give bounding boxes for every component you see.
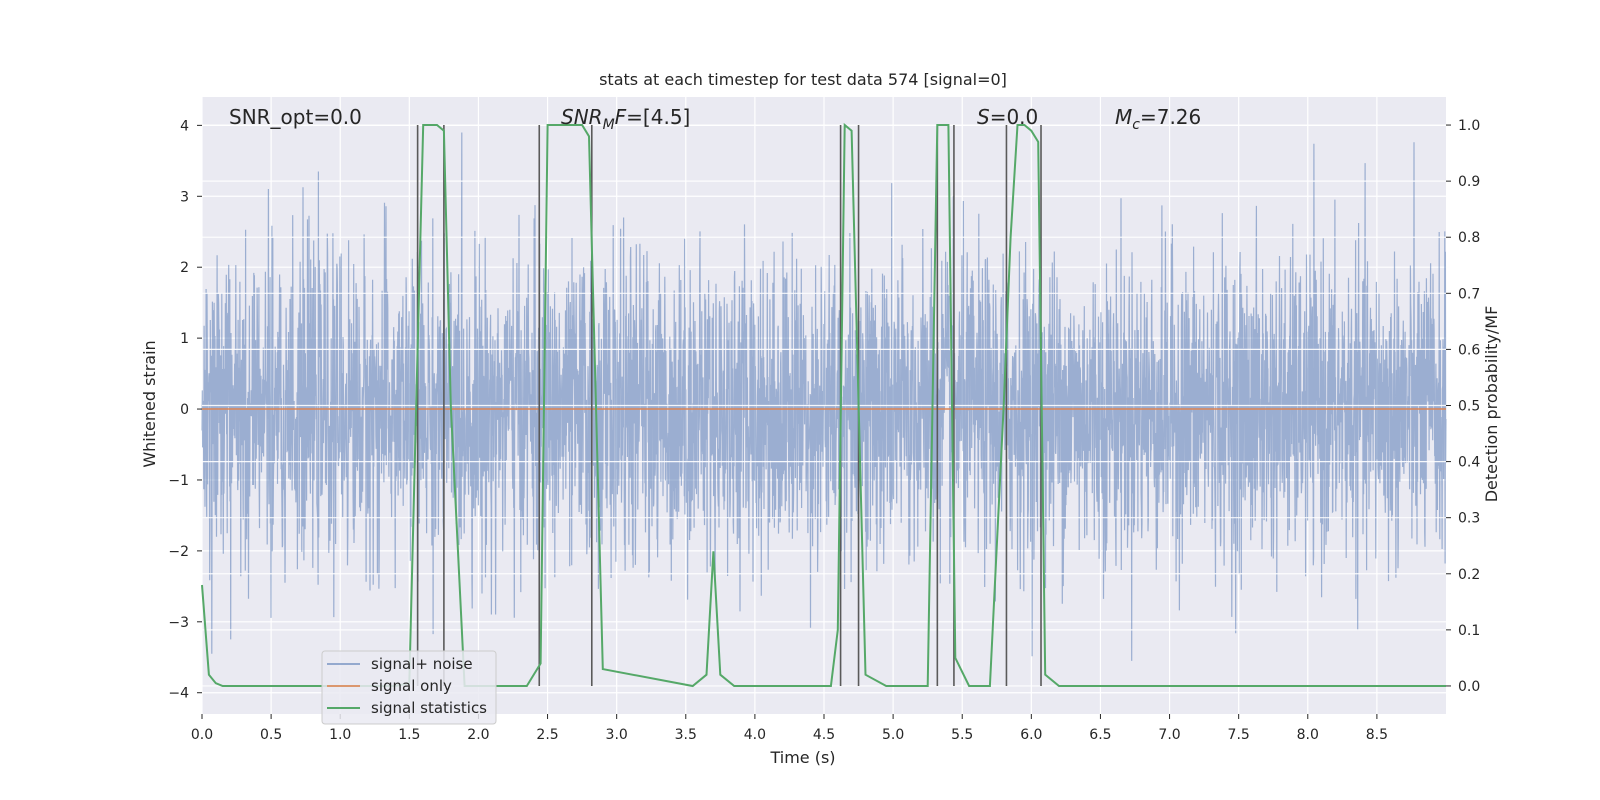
x-tick-label: 7.5 [1228,727,1250,743]
annotation-mc-italic: M [1115,105,1132,129]
y-right-tick-label: 0.6 [1458,342,1480,358]
x-tick-label: 5.5 [951,727,973,743]
y-left-tick-label: −1 [168,473,189,489]
x-tick-label: 4.5 [813,727,835,743]
x-tick-label: 5.0 [882,727,904,743]
plot-area: 0.0 0.5 1.0 1.5 2.0 2.5 3.0 3.5 4.0 4.5 5.0 5.5 6.0 6… [168,97,1480,743]
y-right-tick-label: 0.2 [1458,567,1480,583]
x-tick-label: 4.0 [744,727,766,743]
y-left-tick-label: 2 [180,260,189,276]
annotation-snr-opt: SNR_opt=0.0 [229,105,362,129]
signal-noise-series [201,132,1447,661]
legend-box [321,650,497,725]
annotation-s-value: =0.0 [990,105,1039,129]
annotation-snr-mf-value: =[4.5] [626,105,690,129]
y-right-tick-label: 0.3 [1458,511,1480,527]
y-right-tick-label: 0.4 [1458,455,1480,471]
x-tick-label: 3.5 [675,727,697,743]
annotation-snr-mf: SNRMF=[4.5] [561,105,690,133]
legend-label-noise: signal+ noise [371,655,473,673]
signal-statistics-series [201,122,1446,688]
x-tick-label: 0.0 [191,727,213,743]
y-right-tick-label: 0.5 [1458,399,1480,415]
y-axis-label-left: Whitened strain [140,340,159,467]
y-right-tick-label: 0.0 [1458,679,1480,695]
annotation-s: S=0.0 [977,105,1038,129]
legend: signal+ noise signal only signal statist… [321,650,497,725]
x-tick-label: 1.0 [329,727,351,743]
x-tick-label: 2.5 [536,727,558,743]
y-left-tick-label: −4 [168,686,189,702]
x-tick-label: 8.0 [1297,727,1319,743]
x-tick-label: 0.5 [260,727,282,743]
y-left-tick-label: −3 [168,615,189,631]
annotation-snr-mf-italic: SNR [561,105,603,129]
x-tick-label: 1.5 [398,727,420,743]
y-right-tick-label: 0.1 [1458,623,1480,639]
x-tick-label: 6.0 [1020,727,1042,743]
y-axis-label-right: Detection probability/MF [1482,306,1501,503]
x-tick-label: 8.5 [1366,727,1388,743]
annotation-snr-mf-sub: M [603,117,615,133]
x-axis-label: Time (s) [769,748,835,767]
x-tick-label: 3.0 [606,727,628,743]
chart-title: stats at each timestep for test data 574… [599,70,1007,89]
y-right-tick-label: 0.7 [1458,286,1480,302]
y-left-tick-label: 4 [180,118,189,134]
legend-label-signal: signal only [371,677,452,695]
legend-label-stats: signal statistics [371,699,487,717]
y-left-tick-label: 0 [180,402,189,418]
x-tick-label: 2.0 [467,727,489,743]
annotation-mc: Mc=7.26 [1115,105,1201,133]
y-right-tick-label: 1.0 [1458,118,1480,134]
y-left-tick-label: −2 [168,544,189,560]
annotation-mc-value: =7.26 [1140,105,1201,129]
x-tick-label: 7.0 [1158,727,1180,743]
y-left-tick-label: 3 [180,189,189,205]
y-left-tick-label: 1 [180,331,189,347]
y-right-tick-label: 0.9 [1458,174,1480,190]
annotation-mc-sub: c [1132,117,1140,133]
annotation-s-italic: S [977,105,990,129]
annotation-snr-mf-italic2: F [615,105,627,129]
y-right-tick-label: 0.8 [1458,230,1480,246]
x-tick-label: 6.5 [1089,727,1111,743]
